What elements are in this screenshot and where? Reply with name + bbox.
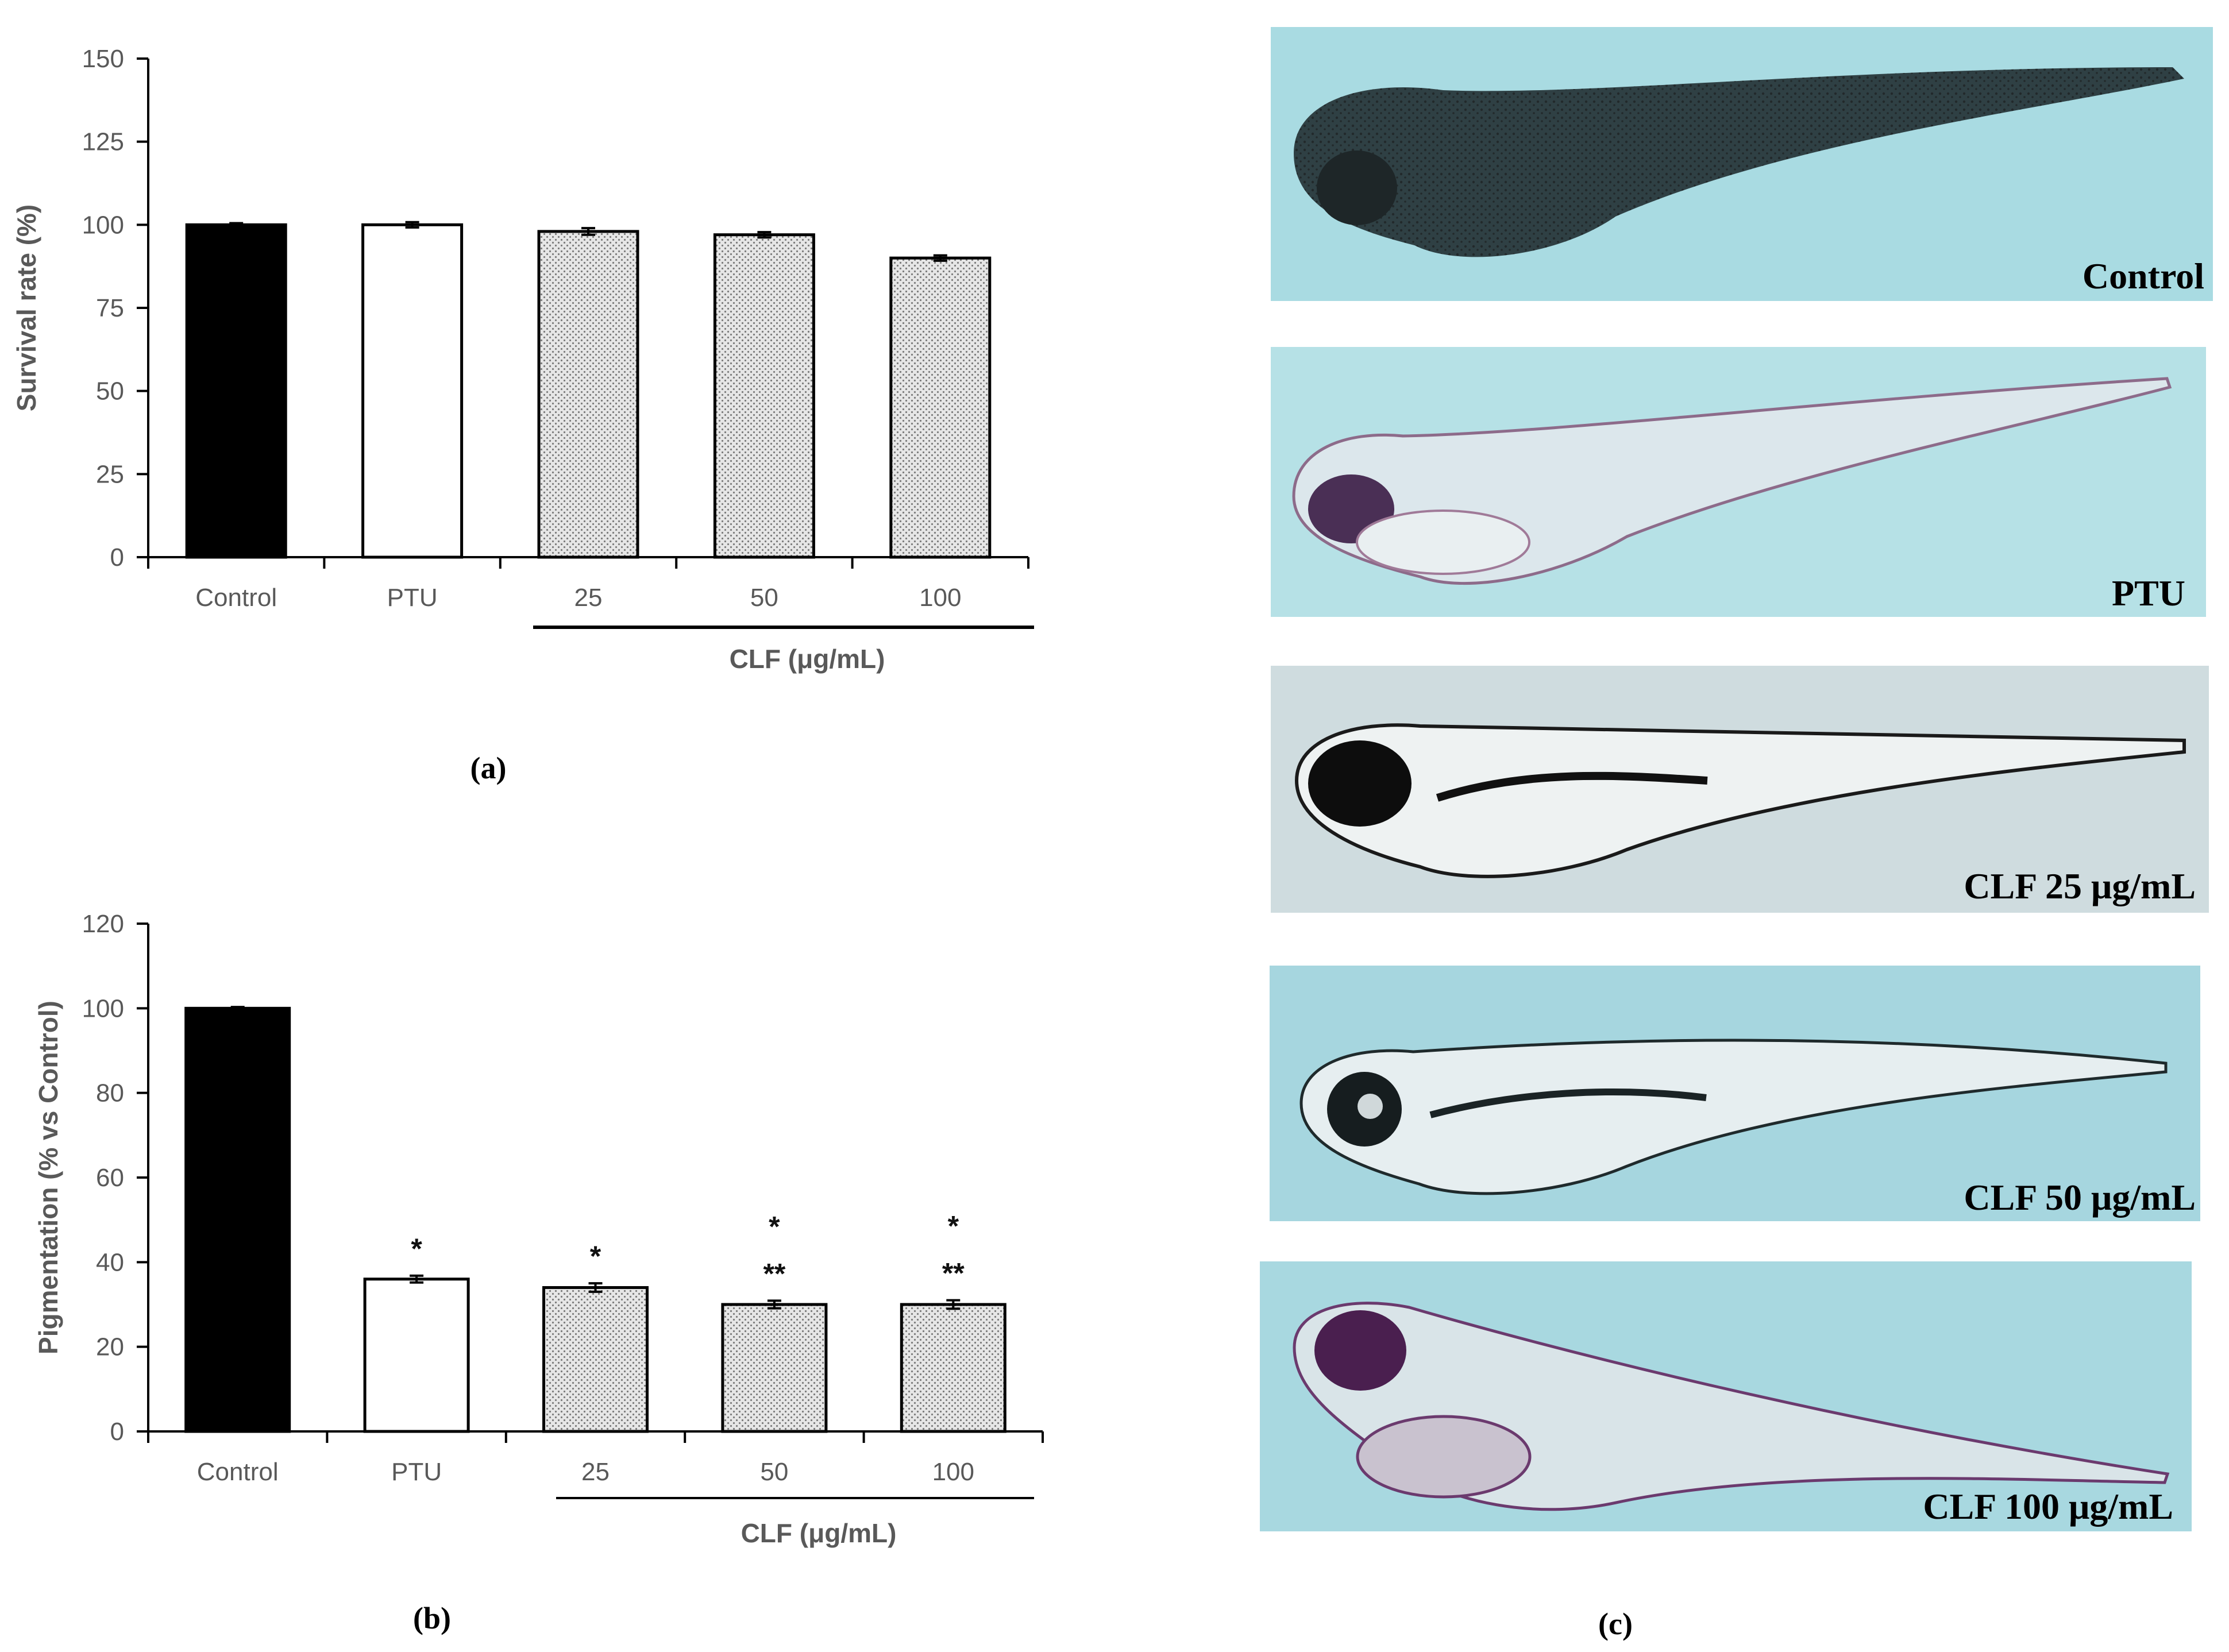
photo-label: Control <box>2083 256 2204 296</box>
y-tick-label: 100 <box>82 994 124 1022</box>
bar-ptu <box>363 1277 470 1433</box>
bar-25 <box>537 230 639 559</box>
significance-marker: * <box>769 1210 780 1242</box>
survival-rate-chart: 0 25 50 75 100 125 150 Survival rate (%) Control… <box>11 45 1034 629</box>
panel-a-caption: (a) <box>471 751 507 785</box>
bar-ptu <box>361 223 464 559</box>
x-tick-label: PTU <box>391 1458 442 1486</box>
photo-clf-25: CLF 25 μg/mL <box>1271 666 2209 913</box>
significance-marker: ** <box>942 1257 965 1290</box>
y-tick-label: 0 <box>110 1418 124 1446</box>
photo-control: Control <box>1271 27 2213 301</box>
bar-50 <box>713 233 815 559</box>
zebrafish-larva-icon <box>1294 67 2184 257</box>
significance-marker: * <box>411 1233 422 1265</box>
y-tick-label: 0 <box>110 543 124 572</box>
photo-label: PTU <box>2112 573 2185 613</box>
zebrafish-larva-icon <box>1293 1302 2170 1511</box>
bar-25 <box>542 1286 649 1433</box>
x-tick-label: 100 <box>919 584 961 612</box>
photo-clf-100: CLF 100 μg/mL <box>1260 1261 2192 1531</box>
x-tick-label: 100 <box>932 1458 974 1486</box>
bar-control <box>185 223 287 559</box>
panel-b-group-label: CLF (μg/mL) <box>741 1518 897 1548</box>
bar-100 <box>900 1303 1006 1433</box>
x-tick-label: PTU <box>387 584 438 612</box>
y-tick-label: 100 <box>82 211 124 239</box>
x-tick-label: Control <box>197 1458 279 1486</box>
y-tick-label: 60 <box>96 1164 124 1192</box>
significance-marker: ** <box>763 1257 785 1290</box>
x-tick-label: 50 <box>750 584 778 612</box>
y-tick-label: 125 <box>82 128 124 156</box>
x-tick-label: Control <box>195 584 277 612</box>
zebrafish-larva-icon <box>1294 723 2186 878</box>
photo-label: CLF 25 μg/mL <box>1964 866 2196 906</box>
y-axis-label: Survival rate (%) <box>11 204 41 411</box>
x-tick-label: 25 <box>574 584 603 612</box>
panel-a-group-label: CLF (μg/mL) <box>730 644 885 674</box>
y-tick-label: 80 <box>96 1079 124 1107</box>
panel-b-caption: (b) <box>413 1601 451 1635</box>
photo-label: CLF 50 μg/mL <box>1964 1177 2196 1218</box>
zebrafish-larva-icon <box>1292 377 2172 585</box>
y-tick-label: 25 <box>96 460 124 488</box>
photo-clf-50: CLF 50 μg/mL <box>1270 966 2200 1221</box>
bar-50 <box>721 1303 828 1433</box>
x-tick-label: 50 <box>760 1458 788 1486</box>
significance-marker: * <box>590 1240 601 1272</box>
y-tick-label: 75 <box>96 294 124 322</box>
y-tick-label: 150 <box>82 45 124 73</box>
y-tick-label: 40 <box>96 1248 124 1276</box>
bar-control <box>184 1006 291 1433</box>
photo-label: CLF 100 μg/mL <box>1923 1486 2173 1527</box>
x-tick-label: 25 <box>581 1458 610 1486</box>
y-tick-label: 50 <box>96 377 124 406</box>
panel-c-caption: (c) <box>1598 1607 1633 1641</box>
bar-100 <box>889 256 992 559</box>
photo-ptu: PTU <box>1271 347 2206 617</box>
zebrafish-larva-icon <box>1299 1039 2168 1195</box>
y-tick-label: 120 <box>82 910 124 938</box>
significance-marker: * <box>948 1210 959 1242</box>
pigmentation-chart: 0 20 40 60 80 100 120 Pigmentation (% vs Contro… <box>33 910 1044 1499</box>
y-tick-label: 20 <box>96 1333 124 1361</box>
y-axis-label: Pigmentation (% vs Control) <box>33 1001 63 1354</box>
